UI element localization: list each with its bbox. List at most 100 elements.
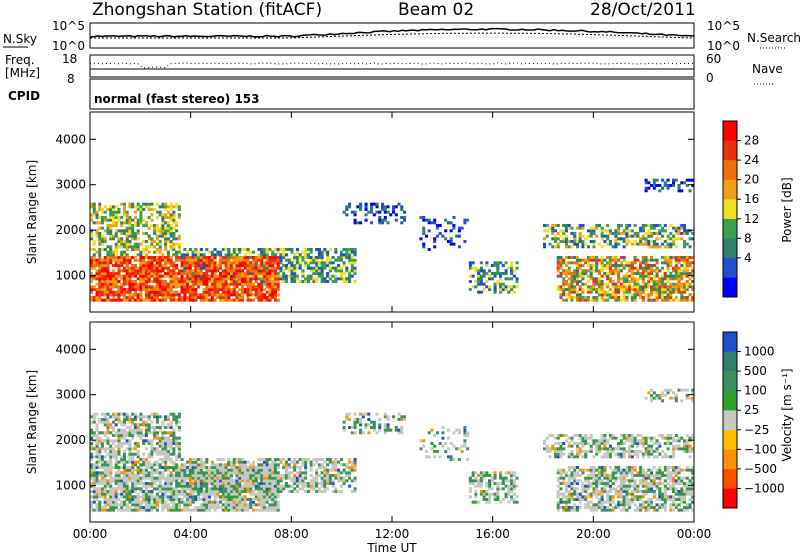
data-cell [225, 495, 228, 498]
data-cell [104, 498, 107, 501]
data-cell [200, 458, 203, 461]
data-cell [266, 487, 269, 490]
data-cell [227, 296, 230, 299]
data-cell [134, 269, 137, 272]
data-cell [145, 509, 148, 512]
data-cell [581, 296, 584, 299]
data-cell [430, 429, 433, 432]
data-cell [304, 471, 307, 474]
data-cell [617, 237, 620, 240]
freq-label-1: Freq. [5, 53, 35, 67]
data-cell [104, 474, 107, 477]
data-cell [214, 280, 217, 283]
data-cell [200, 471, 203, 474]
data-cell [227, 264, 230, 267]
data-cell [675, 285, 678, 288]
data-cell [131, 237, 134, 240]
data-cell [271, 469, 274, 472]
nsky-label: N.Sky [3, 32, 37, 46]
data-cell [252, 463, 255, 466]
data-cell [208, 299, 211, 302]
data-cell [148, 498, 151, 501]
data-cell [98, 509, 101, 512]
data-cell [263, 261, 266, 264]
data-cell [312, 477, 315, 480]
data-cell [570, 453, 573, 456]
data-cell [172, 493, 175, 496]
data-cell [211, 283, 214, 286]
data-cell [104, 471, 107, 474]
data-cell [680, 227, 683, 230]
data-cell [274, 482, 277, 485]
data-cell [625, 296, 628, 299]
data-cell [131, 272, 134, 275]
data-cell [658, 184, 661, 187]
data-cell [378, 221, 381, 224]
data-cell [145, 256, 148, 259]
data-cell [260, 498, 263, 501]
data-cell [98, 503, 101, 506]
data-cell [510, 277, 513, 280]
data-cell [115, 245, 118, 248]
data-cell [238, 296, 241, 299]
data-cell [156, 498, 159, 501]
data-cell [667, 296, 670, 299]
data-cell [337, 461, 340, 464]
data-cell [123, 485, 126, 488]
data-cell [433, 455, 436, 458]
data-cell [95, 447, 98, 450]
data-cell [332, 482, 335, 485]
data-cell [101, 285, 104, 288]
data-cell [93, 434, 96, 437]
data-cell [161, 437, 164, 440]
data-cell [639, 267, 642, 270]
data-cell [145, 434, 148, 437]
data-cell [170, 259, 173, 262]
data-cell [565, 229, 568, 232]
data-cell [104, 288, 107, 291]
data-cell [205, 501, 208, 504]
data-cell [332, 267, 335, 270]
data-cell [159, 458, 162, 461]
data-cell [543, 447, 546, 450]
data-cell [222, 479, 225, 482]
data-cell [145, 245, 148, 248]
data-cell [268, 482, 271, 485]
data-cell [576, 269, 579, 272]
data-cell [568, 501, 571, 504]
data-cell [606, 264, 609, 267]
data-cell [252, 471, 255, 474]
data-cell [172, 450, 175, 453]
data-cell [219, 272, 222, 275]
data-cell [496, 493, 499, 496]
data-cell [236, 506, 239, 509]
data-cell [148, 272, 151, 275]
data-cell [197, 466, 200, 469]
data-cell [145, 482, 148, 485]
data-cell [650, 256, 653, 259]
data-cell [197, 272, 200, 275]
data-cell [266, 501, 269, 504]
data-cell [203, 299, 206, 302]
data-cell [134, 503, 137, 506]
data-cell [452, 227, 455, 230]
data-cell [159, 277, 162, 280]
data-cell [183, 474, 186, 477]
data-cell [244, 261, 247, 264]
data-cell [120, 275, 123, 278]
data-cell [128, 469, 131, 472]
data-cell [109, 261, 112, 264]
data-cell [678, 227, 681, 230]
data-cell [214, 503, 217, 506]
data-cell [161, 453, 164, 456]
data-cell [189, 256, 192, 259]
data-cell [192, 479, 195, 482]
data-cell [255, 466, 258, 469]
data-cell [131, 503, 134, 506]
data-cell [359, 203, 362, 206]
data-cell [639, 240, 642, 243]
data-cell [590, 227, 593, 230]
data-cell [128, 431, 131, 434]
data-cell [255, 498, 258, 501]
data-cell [397, 431, 400, 434]
